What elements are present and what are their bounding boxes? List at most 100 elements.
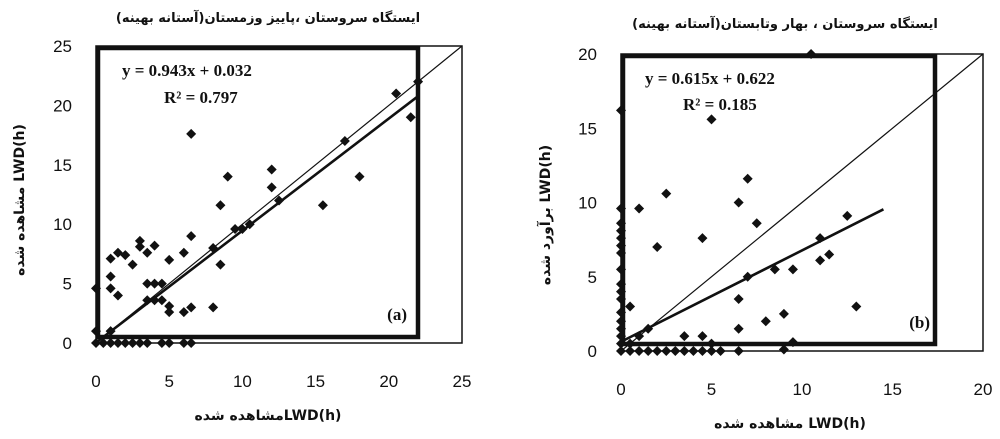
chart-a-x-label: LWD(h)مشاهده شده (195, 408, 342, 424)
chart-b-point (742, 173, 753, 184)
chart-a-point (149, 240, 160, 251)
chart-a-y-tick-label: 0 (63, 334, 72, 353)
chart-a-point (186, 338, 197, 348)
chart-a-y-tick-label: 20 (53, 96, 72, 115)
chart-b-point (733, 197, 744, 208)
chart-a-point (339, 136, 350, 147)
chart-a-point (112, 290, 123, 301)
chart-b-point (760, 316, 771, 327)
chart-a-point (178, 247, 189, 258)
chart-b-point (616, 346, 626, 356)
chart-a-point (156, 278, 167, 289)
chart-a-equation: y = 0.943x + 0.032 (122, 61, 252, 80)
chart-a-points-group (91, 76, 424, 348)
chart-b-point (616, 105, 626, 116)
chart-b-x-tick-label: 10 (793, 380, 812, 399)
chart-b-point (742, 271, 753, 282)
chart-a-point (237, 223, 248, 234)
chart-b-point (616, 331, 626, 342)
chart-a-reference-line-group (95, 45, 463, 344)
chart-b-point (670, 346, 681, 356)
chart-a-r2: R² = 0.797 (164, 88, 238, 107)
chart-b-annotation-box (620, 53, 938, 347)
chart-b-point (679, 331, 690, 342)
chart-a-point (266, 164, 277, 175)
chart-b-point (652, 242, 663, 253)
chart-a-y-tick-label: 25 (53, 37, 72, 56)
chart-b-x-tick-label: 5 (707, 380, 716, 399)
chart-b-reference-line (620, 53, 984, 352)
chart-a-y-tick-label: 5 (63, 275, 72, 294)
chart-b-point (733, 346, 744, 356)
chart-a-point (266, 182, 277, 193)
chart-b-point (616, 316, 626, 327)
chart-b-y-tick-label: 10 (578, 194, 597, 213)
chart-b-point (778, 308, 789, 319)
chart-a-point (317, 200, 328, 211)
chart-a-point (413, 76, 424, 87)
chart-a-point (215, 200, 226, 211)
chart-a-point (142, 295, 153, 306)
chart-b-point (634, 203, 645, 214)
chart-b-point (769, 264, 780, 275)
chart-b: ایستگاه سروستان ، بهار وتابستان(آستانه ب… (536, 15, 992, 432)
chart-b-point (851, 301, 862, 312)
chart-b-point (697, 233, 708, 244)
chart-a-y-ticks: 0 5 10 15 20 25 (53, 37, 72, 353)
chart-b-point (715, 346, 726, 356)
chart-a-x-tick-label: 20 (379, 372, 398, 391)
chart-b-point (625, 338, 636, 349)
chart-a-x-ticks: 0 5 10 15 20 25 (91, 372, 471, 391)
chart-a-point (244, 219, 255, 230)
chart-b-point (616, 264, 626, 275)
chart-b-panel-label: (b) (909, 313, 930, 332)
chart-b-point (806, 49, 817, 59)
chart-a-point (127, 259, 138, 270)
chart-a-point (156, 338, 167, 348)
chart-a-y-tick-label: 10 (53, 215, 72, 234)
chart-a-reference-line (95, 45, 463, 344)
chart-a-point (178, 338, 189, 348)
chart-a-point (222, 171, 233, 182)
chart-b-reference-line-group (620, 53, 984, 352)
chart-a-y-tick-label: 15 (53, 156, 72, 175)
chart-b-point (733, 323, 744, 334)
chart-b-point (643, 346, 654, 356)
chart-a-x-tick-label: 10 (233, 372, 252, 391)
chart-b-point (778, 344, 789, 355)
chart-a-point (186, 128, 197, 139)
chart-b-points-group (616, 49, 862, 356)
chart-b-point (616, 233, 626, 244)
chart-b-y-ticks: 0 5 10 15 20 (578, 45, 597, 361)
chart-a-point (134, 235, 145, 246)
chart-a-trendline-group (95, 95, 419, 344)
chart-b-point (616, 286, 626, 297)
chart-b-point (787, 337, 798, 348)
chart-b-point (625, 301, 636, 312)
chart-a-point (164, 254, 175, 265)
chart-a-point (105, 253, 116, 264)
chart-a-point (91, 338, 101, 348)
chart-b-point (616, 247, 626, 258)
chart-a-point (208, 302, 219, 313)
chart-b-point (815, 255, 826, 266)
chart-b-point (616, 203, 626, 214)
chart-b-point (616, 323, 626, 334)
chart-b-point (616, 279, 626, 290)
chart-a-panel-label: (a) (387, 305, 407, 324)
chart-b-point (616, 240, 626, 251)
chart-b-point (787, 264, 798, 275)
chart-a-point (127, 338, 138, 348)
chart-a-point (164, 307, 175, 318)
chart-b-point (616, 338, 626, 349)
chart-b-point (616, 294, 626, 305)
chart-b-x-tick-label: 0 (616, 380, 625, 399)
chart-b-point (634, 346, 645, 356)
chart-b-x-ticks: 0 5 10 15 20 (616, 380, 992, 399)
chart-a-point (156, 295, 167, 306)
chart-a-title: ایستگاه سروستان ،پاییز وزمستان(آستانه به… (116, 9, 420, 26)
chart-b-point (688, 346, 699, 356)
chart-b-point (643, 323, 654, 334)
chart-a-x-tick-label: 25 (453, 372, 472, 391)
chart-b-trendline (620, 208, 885, 343)
